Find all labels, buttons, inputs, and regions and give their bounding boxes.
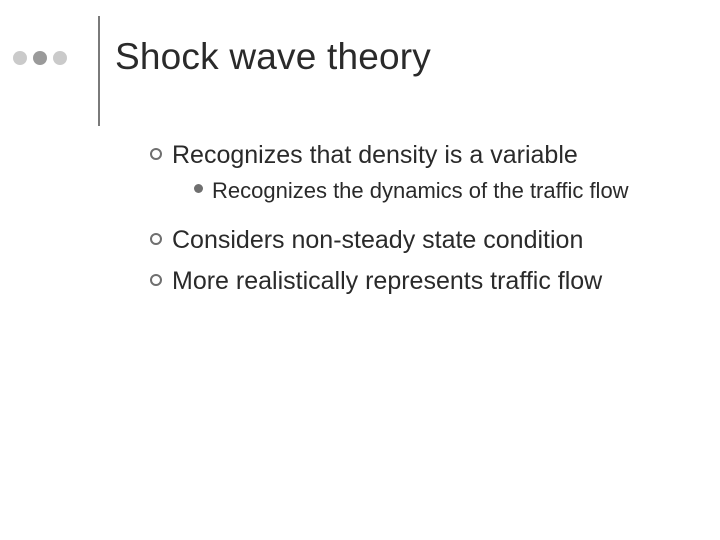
bullet-level2: Recognizes the dynamics of the traffic f… <box>194 177 700 205</box>
slide-title: Shock wave theory <box>115 36 431 78</box>
bullet-level1: More realistically represents traffic fl… <box>150 266 700 297</box>
solid-bullet-icon <box>194 184 203 193</box>
dot-icon <box>13 51 27 65</box>
spacer <box>150 205 700 215</box>
bullet-text: Recognizes the dynamics of the traffic f… <box>212 177 629 205</box>
ring-bullet-icon <box>150 148 162 160</box>
ring-bullet-icon <box>150 233 162 245</box>
dot-icon <box>53 51 67 65</box>
decorative-dots <box>13 51 67 65</box>
slide: Shock wave theory Recognizes that densit… <box>0 0 720 540</box>
vertical-divider <box>98 16 100 126</box>
bullet-text: Recognizes that density is a variable <box>172 140 578 171</box>
slide-body: Recognizes that density is a variable Re… <box>150 130 700 297</box>
bullet-text: More realistically represents traffic fl… <box>172 266 602 297</box>
bullet-level1: Recognizes that density is a variable <box>150 140 700 171</box>
bullet-level1: Considers non-steady state condition <box>150 225 700 256</box>
ring-bullet-icon <box>150 274 162 286</box>
bullet-text: Considers non-steady state condition <box>172 225 583 256</box>
dot-icon <box>33 51 47 65</box>
